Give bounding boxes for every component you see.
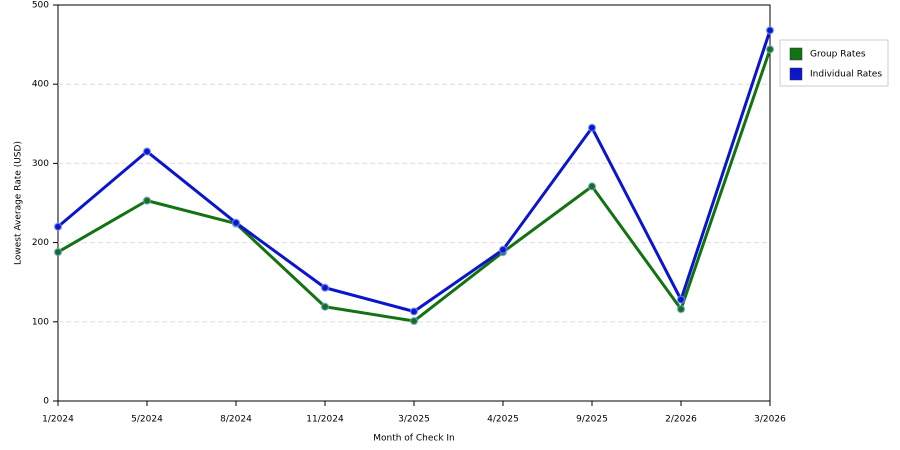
x-tick-label: 3/2025 (398, 415, 430, 425)
data-point (409, 316, 419, 326)
x-tick-label: 11/2024 (306, 415, 344, 425)
data-point (53, 247, 63, 257)
plot-frame (57, 4, 771, 402)
x-tick-label: 5/2024 (131, 415, 163, 425)
y-tick-label: 200 (32, 238, 49, 248)
legend-label: Individual Rates (810, 70, 882, 80)
y-axis-label: Lowest Average Rate (USD) (14, 141, 24, 265)
data-point (587, 123, 597, 133)
y-tick-label: 500 (32, 1, 49, 11)
x-tick-label: 9/2025 (576, 415, 608, 425)
data-point (676, 304, 686, 314)
data-point (320, 283, 330, 292)
x-tick-label: 2/2026 (665, 415, 697, 425)
data-point (676, 295, 686, 304)
y-tick-label: 400 (32, 80, 49, 90)
data-point (765, 45, 775, 54)
y-tick-label: 0 (43, 397, 49, 407)
data-point (765, 26, 775, 35)
data-point (142, 147, 152, 156)
legend-label: Group Rates (810, 50, 866, 60)
legend-swatch (789, 47, 803, 61)
data-point (142, 196, 152, 205)
x-tick-label: 4/2025 (487, 415, 519, 425)
y-tick-label: 100 (32, 317, 49, 327)
x-tick-label: 8/2024 (220, 415, 252, 425)
data-point (498, 245, 508, 254)
x-axis-label: Month of Check In (373, 434, 455, 444)
legend-swatch (789, 67, 803, 81)
data-point (320, 302, 330, 312)
data-point (53, 222, 63, 232)
x-tick-label: 3/2026 (754, 415, 786, 425)
x-tick-label: 1/2024 (42, 415, 74, 425)
data-point (409, 307, 419, 316)
y-tick-label: 300 (32, 159, 49, 169)
data-point (587, 182, 597, 191)
data-point (231, 218, 241, 228)
